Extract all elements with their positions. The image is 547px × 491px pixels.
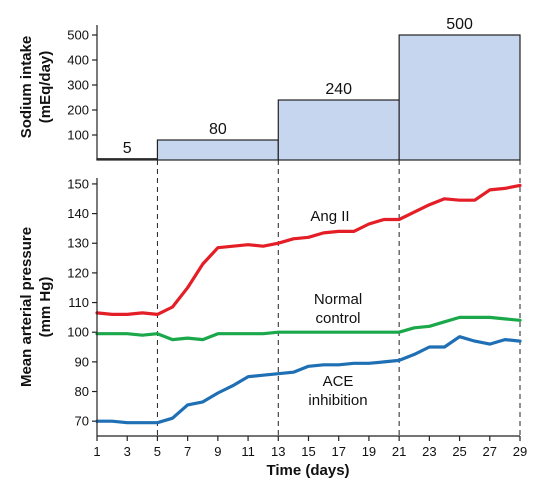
pressure-y-tick-label: 80 xyxy=(75,384,89,399)
x-tick-label: 29 xyxy=(513,444,527,459)
pressure-y-tick-label: 150 xyxy=(67,176,89,191)
series-label: inhibition xyxy=(308,392,367,409)
series-label: control xyxy=(315,310,360,327)
sodium-y-tick-label: 400 xyxy=(67,53,89,68)
pressure-y-tick-label: 120 xyxy=(67,265,89,280)
series-label: Normal xyxy=(314,291,362,308)
sodium-y-tick-label: 500 xyxy=(67,28,89,43)
sodium-step-label: 500 xyxy=(446,16,473,33)
x-tick-label: 17 xyxy=(331,444,345,459)
sodium-step-label: 5 xyxy=(123,140,132,157)
pressure-axis-title-line1: Mean arterial pressure xyxy=(18,227,35,387)
series-line xyxy=(95,183,522,316)
pressure-y-tick-label: 130 xyxy=(67,236,89,251)
pressure-y-tick-label: 100 xyxy=(67,325,89,340)
sodium-y-tick-label: 300 xyxy=(67,78,89,93)
sodium-y-tick-label: 100 xyxy=(67,128,89,143)
sodium-step-bar xyxy=(277,99,400,161)
sodium-intake-panel: 100 200 300 400 500 5 80 240 500 Sodium intake (… xyxy=(18,16,521,161)
x-tick-label: 3 xyxy=(124,444,131,459)
x-tick-label: 15 xyxy=(301,444,315,459)
x-tick-label: 9 xyxy=(214,444,221,459)
pressure-axis-title-line2: (mm Hg) xyxy=(37,277,54,338)
sodium-axis-title-line1: Sodium intake xyxy=(18,36,35,139)
pressure-y-tick-label: 110 xyxy=(68,295,89,310)
series-line xyxy=(95,335,522,425)
x-tick-label: 21 xyxy=(392,444,406,459)
x-tick-label: 1 xyxy=(93,444,100,459)
x-tick-label: 23 xyxy=(422,444,436,459)
x-tick-label: 13 xyxy=(271,444,285,459)
pressure-y-tick-label: 70 xyxy=(75,414,89,429)
x-tick-label: 19 xyxy=(362,444,376,459)
sodium-step-bar xyxy=(398,34,521,161)
pressure-y-tick-label: 90 xyxy=(75,354,89,369)
x-tick-label: 11 xyxy=(241,444,255,459)
sodium-step-label: 240 xyxy=(325,81,352,98)
sodium-step-bar xyxy=(156,139,279,161)
series-line xyxy=(95,315,522,342)
x-axis-title: Time (days) xyxy=(266,462,349,479)
series-label: ACE xyxy=(323,373,354,390)
top-panel-elements: 100 200 300 400 500 5 80 240 500 xyxy=(67,16,521,161)
sodium-y-tick-label: 200 xyxy=(67,103,89,118)
x-tick-label: 5 xyxy=(154,444,161,459)
x-tick-label: 27 xyxy=(483,444,497,459)
x-tick-label: 7 xyxy=(184,444,191,459)
pressure-y-tick-label: 140 xyxy=(67,206,89,221)
x-tick-label: 25 xyxy=(452,444,466,459)
sodium-axis-title-line2: (mEq/day) xyxy=(37,51,54,124)
series-label: Ang II xyxy=(310,208,349,225)
sodium-step-bar xyxy=(96,158,159,161)
sodium-step-label: 80 xyxy=(209,121,227,138)
